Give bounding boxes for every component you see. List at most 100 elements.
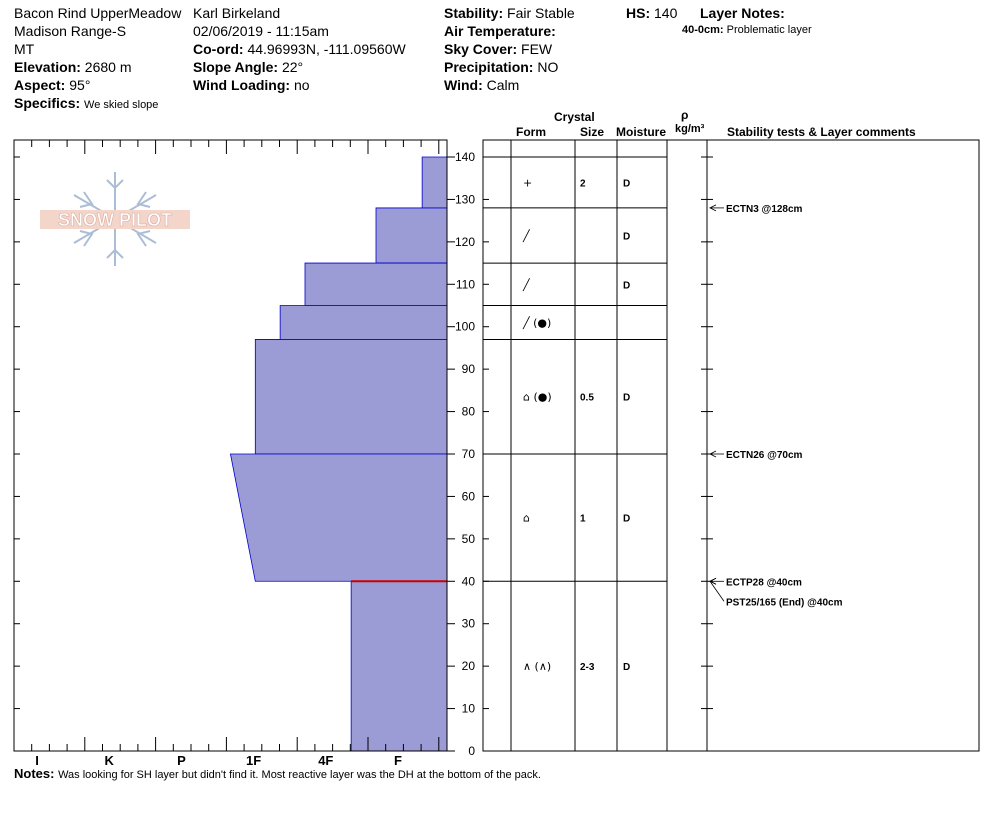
- specifics-value: We skied slope: [84, 99, 159, 111]
- precip-value: NO: [537, 59, 559, 75]
- depth-tick-label: 130: [455, 192, 475, 206]
- depth-tick-label: 90: [462, 362, 476, 376]
- depth-tick-label: 60: [462, 489, 476, 503]
- notes-label: Notes:: [14, 766, 55, 781]
- crystal-form-symbol: ⌂: [523, 512, 530, 525]
- crystal-form-symbol: ╱ (●): [522, 315, 551, 329]
- arrow-head-icon: [709, 204, 717, 212]
- layer-note-text: Problematic layer: [726, 24, 812, 36]
- hardness-layer-bar: [375, 207, 448, 264]
- crystal-form-symbol: +: [523, 176, 532, 189]
- size-header: Size: [580, 125, 605, 139]
- stability-tests-header: Stability tests & Layer comments: [727, 125, 916, 139]
- state-name: MT: [14, 41, 35, 57]
- hardness-layer-bar: [229, 453, 448, 582]
- layer-notes-label: Layer Notes:: [700, 5, 785, 21]
- hardness-layer-bar: [279, 305, 448, 340]
- depth-tick-label: 70: [462, 447, 476, 461]
- notes-text: Was looking for SH layer but didn't find…: [58, 769, 541, 781]
- moisture-value: D: [623, 280, 630, 291]
- sky-value: FEW: [521, 41, 553, 57]
- precip-row: Precipitation: NO: [444, 58, 558, 76]
- moisture-value: D: [623, 662, 630, 673]
- location-name: Bacon Rind UpperMeadow: [14, 5, 182, 21]
- crystal-size-value: 2-3: [580, 662, 595, 673]
- stability-value: Fair Stable: [507, 5, 575, 21]
- moisture-value: D: [623, 178, 630, 189]
- elevation-row: Elevation: 2680 m: [14, 58, 132, 76]
- rho-header: ρ: [681, 108, 689, 122]
- depth-tick-label: 40: [462, 574, 476, 588]
- depth-tick-label: 20: [462, 659, 476, 673]
- windload-label: Wind Loading:: [193, 77, 291, 93]
- density-header: kg/m³: [675, 123, 705, 135]
- arrow-head-icon: [709, 450, 717, 458]
- layer-table-frame: [482, 139, 980, 752]
- hardness-tick-label: I: [35, 753, 39, 768]
- crystal-header: Crystal: [554, 110, 595, 124]
- aspect-value: 95°: [69, 77, 91, 93]
- arrow-head-icon: [709, 577, 717, 585]
- crystal-form-symbol: ∧ (∧): [523, 660, 551, 673]
- slope-value: 22°: [281, 59, 304, 75]
- crystal-size-value: 2: [580, 178, 586, 189]
- wind-row: Wind: Calm: [444, 76, 519, 94]
- depth-tick-label: 140: [455, 150, 475, 164]
- logo-banner: [40, 210, 190, 229]
- precip-label: Precipitation:: [444, 59, 534, 75]
- slope-row: Slope Angle: 22°: [193, 58, 303, 76]
- elevation-value: 2680 m: [84, 59, 132, 75]
- hs-row: HS: 140: [626, 4, 677, 22]
- depth-tick-label: 0: [468, 744, 475, 758]
- moisture-header: Moisture: [616, 125, 667, 139]
- windload-row: Wind Loading: no: [193, 76, 310, 94]
- stability-test-label: ECTP28 @40cm: [726, 577, 802, 588]
- stability-label: Stability:: [444, 5, 504, 21]
- airtemp-label: Air Temperature:: [444, 23, 556, 39]
- notes-row: Notes: Was looking for SH layer but didn…: [14, 766, 541, 781]
- hs-value: 140: [654, 5, 678, 21]
- coord-value: 44.96993N, -111.09560W: [247, 41, 406, 57]
- coord-row: Co-ord: 44.96993N, -111.09560W: [193, 40, 406, 58]
- moisture-value: D: [623, 231, 630, 242]
- slope-label: Slope Angle:: [193, 59, 279, 75]
- crystal-form-symbol: ╱: [522, 228, 531, 242]
- aspect-row: Aspect: 95°: [14, 76, 90, 94]
- stability-test-arrow: [709, 581, 725, 602]
- depth-tick-label: 10: [462, 702, 476, 716]
- sky-label: Sky Cover:: [444, 41, 518, 57]
- windload-value: no: [293, 77, 310, 93]
- form-header: Form: [516, 125, 546, 139]
- wind-value: Calm: [486, 77, 520, 93]
- hardness-tick-label: P: [177, 753, 186, 768]
- stability-test-label: ECTN3 @128cm: [726, 204, 803, 215]
- coord-label: Co-ord:: [193, 41, 244, 57]
- snowpilot-logo: SNOW PILOT: [40, 172, 190, 266]
- stability-row: Stability: Fair Stable: [444, 4, 575, 22]
- layer-note-depth: 40-0cm:: [682, 24, 724, 36]
- hardness-layer-bar: [304, 262, 448, 306]
- sky-row: Sky Cover: FEW: [444, 40, 552, 58]
- stability-test-label: PST25/165 (End) @40cm: [726, 597, 843, 608]
- crystal-size-value: 0.5: [580, 393, 594, 404]
- airtemp-row: Air Temperature:: [444, 22, 556, 40]
- specifics-row: Specifics: We skied slope: [14, 94, 158, 114]
- hs-label: HS:: [626, 5, 651, 21]
- hardness-plot-frame: [13, 139, 448, 752]
- hardness-tick-label: K: [105, 753, 115, 768]
- depth-tick-label: 100: [455, 320, 475, 334]
- logo-text: SNOW PILOT: [58, 210, 172, 230]
- hardness-tick-label: F: [394, 753, 402, 768]
- hardness-layer-bar: [254, 339, 448, 455]
- layer-note-row: 40-0cm: Problematic layer: [682, 24, 812, 36]
- moisture-value: D: [623, 393, 630, 404]
- wind-label: Wind:: [444, 77, 483, 93]
- elevation-label: Elevation:: [14, 59, 81, 75]
- range-name: Madison Range-S: [14, 23, 127, 39]
- moisture-value: D: [623, 514, 630, 525]
- aspect-label: Aspect:: [14, 77, 66, 93]
- hardness-tick-label: 4F: [318, 753, 333, 768]
- depth-tick-label: 80: [462, 405, 476, 419]
- crystal-size-value: 1: [580, 514, 586, 525]
